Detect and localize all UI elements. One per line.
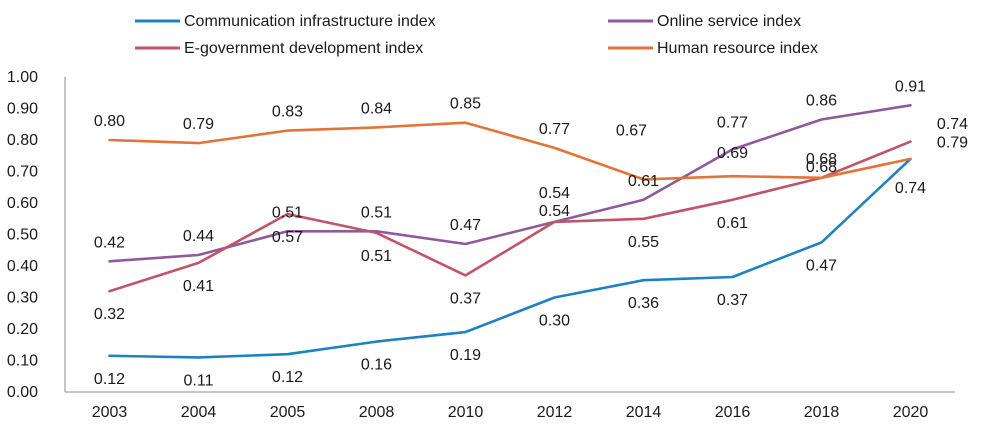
data-label-egov: 0.55 <box>628 234 659 251</box>
legend-item-egov: E-government development index <box>135 40 423 57</box>
data-label-online: 0.51 <box>272 204 303 221</box>
data-label-online: 0.44 <box>183 228 214 245</box>
data-label-online: 0.42 <box>94 234 125 251</box>
data-label-communication: 0.11 <box>184 372 214 389</box>
data-label-communication: 0.16 <box>361 357 392 374</box>
data-label-egov: 0.79 <box>937 135 968 152</box>
data-label-egov: 0.37 <box>450 290 481 307</box>
y-tick-label: 0.10 <box>7 353 38 370</box>
data-label-human: 0.84 <box>361 100 392 117</box>
data-label-communication: 0.12 <box>272 369 303 386</box>
data-label-online: 0.51 <box>361 204 392 221</box>
data-label-communication: 0.37 <box>717 292 748 309</box>
data-label-egov: 0.41 <box>183 278 214 295</box>
data-label-online: 0.54 <box>539 185 570 202</box>
data-label-human: 0.79 <box>183 116 214 133</box>
data-label-human: 0.80 <box>94 113 125 130</box>
y-tick-label: 0.70 <box>7 164 38 181</box>
data-label-communication: 0.30 <box>539 313 570 330</box>
x-tick-label: 2018 <box>804 404 840 421</box>
data-label-human: 0.68 <box>806 151 837 168</box>
y-tick-label: 0.90 <box>7 101 38 118</box>
x-tick-label: 2005 <box>270 404 306 421</box>
data-label-egov: 0.32 <box>94 306 125 323</box>
legend-label-communication: Communication infrastructure index <box>184 13 436 30</box>
data-label-online: 0.91 <box>895 78 926 95</box>
y-tick-label: 0.20 <box>7 321 38 338</box>
y-tick-label: 0.50 <box>7 227 38 244</box>
series-line-egov <box>108 140 912 293</box>
data-label-online: 0.61 <box>628 173 659 190</box>
x-tick-label: 2010 <box>448 404 484 421</box>
x-tick-label: 2004 <box>181 404 217 421</box>
data-label-communication: 0.74 <box>895 180 926 197</box>
y-tick-label: 0.30 <box>7 290 38 307</box>
legend: Communication infrastructure index E-gove… <box>135 13 818 57</box>
data-label-human: 0.83 <box>272 104 303 121</box>
data-label-online: 0.47 <box>450 217 481 234</box>
x-tick-label: 2003 <box>92 404 128 421</box>
data-label-egov: 0.68 <box>806 159 837 176</box>
y-tick-label: 0.80 <box>7 132 38 149</box>
y-tick-label: 0.00 <box>7 384 38 401</box>
data-label-human: 0.67 <box>616 122 647 139</box>
series-lines <box>108 104 912 359</box>
legend-label-online: Online service index <box>657 13 801 30</box>
data-label-human: 0.77 <box>539 121 570 138</box>
data-label-online: 0.77 <box>717 114 748 131</box>
data-label-human: 0.85 <box>450 96 481 113</box>
data-label-communication: 0.19 <box>450 347 481 364</box>
legend-item-online: Online service index <box>608 13 801 30</box>
legend-item-communication: Communication infrastructure index <box>135 13 436 30</box>
y-tick-label: 0.40 <box>7 258 38 275</box>
x-tick-label: 2012 <box>537 404 573 421</box>
data-label-egov: 0.57 <box>272 229 303 246</box>
series-line-online <box>108 104 912 263</box>
data-label-communication: 0.12 <box>94 371 125 388</box>
x-tick-label: 2020 <box>893 404 929 421</box>
data-label-communication: 0.36 <box>628 295 659 312</box>
x-axis: 2003 2004 2005 2008 2010 2012 2014 2016 2018 2020 <box>65 391 955 421</box>
series-line-human <box>108 121 912 181</box>
data-label-human: 0.69 <box>717 145 748 162</box>
data-label-communication: 0.47 <box>806 257 837 274</box>
x-tick-label: 2014 <box>626 404 662 421</box>
y-axis: 0.00 0.10 0.20 0.30 0.40 0.50 0.60 0.70 0.80 0.90… <box>7 69 66 401</box>
data-label-egov: 0.51 <box>361 248 392 265</box>
x-tick-label: 2016 <box>715 404 751 421</box>
legend-item-human: Human resource index <box>608 40 818 57</box>
legend-label-egov: E-government development index <box>184 40 423 57</box>
x-tick-label: 2008 <box>359 404 395 421</box>
series-line-communication <box>108 157 912 359</box>
data-label-human: 0.74 <box>937 116 968 133</box>
data-labels: 0.12 0.11 0.12 0.16 0.19 0.30 0.36 0.37 0.47 0.74… <box>94 78 968 389</box>
data-label-online: 0.86 <box>806 93 837 110</box>
y-tick-label: 1.00 <box>7 69 38 86</box>
data-label-egov: 0.54 <box>539 203 570 220</box>
y-tick-label: 0.60 <box>7 195 38 212</box>
legend-label-human: Human resource index <box>657 40 818 57</box>
data-label-egov: 0.61 <box>717 215 748 232</box>
